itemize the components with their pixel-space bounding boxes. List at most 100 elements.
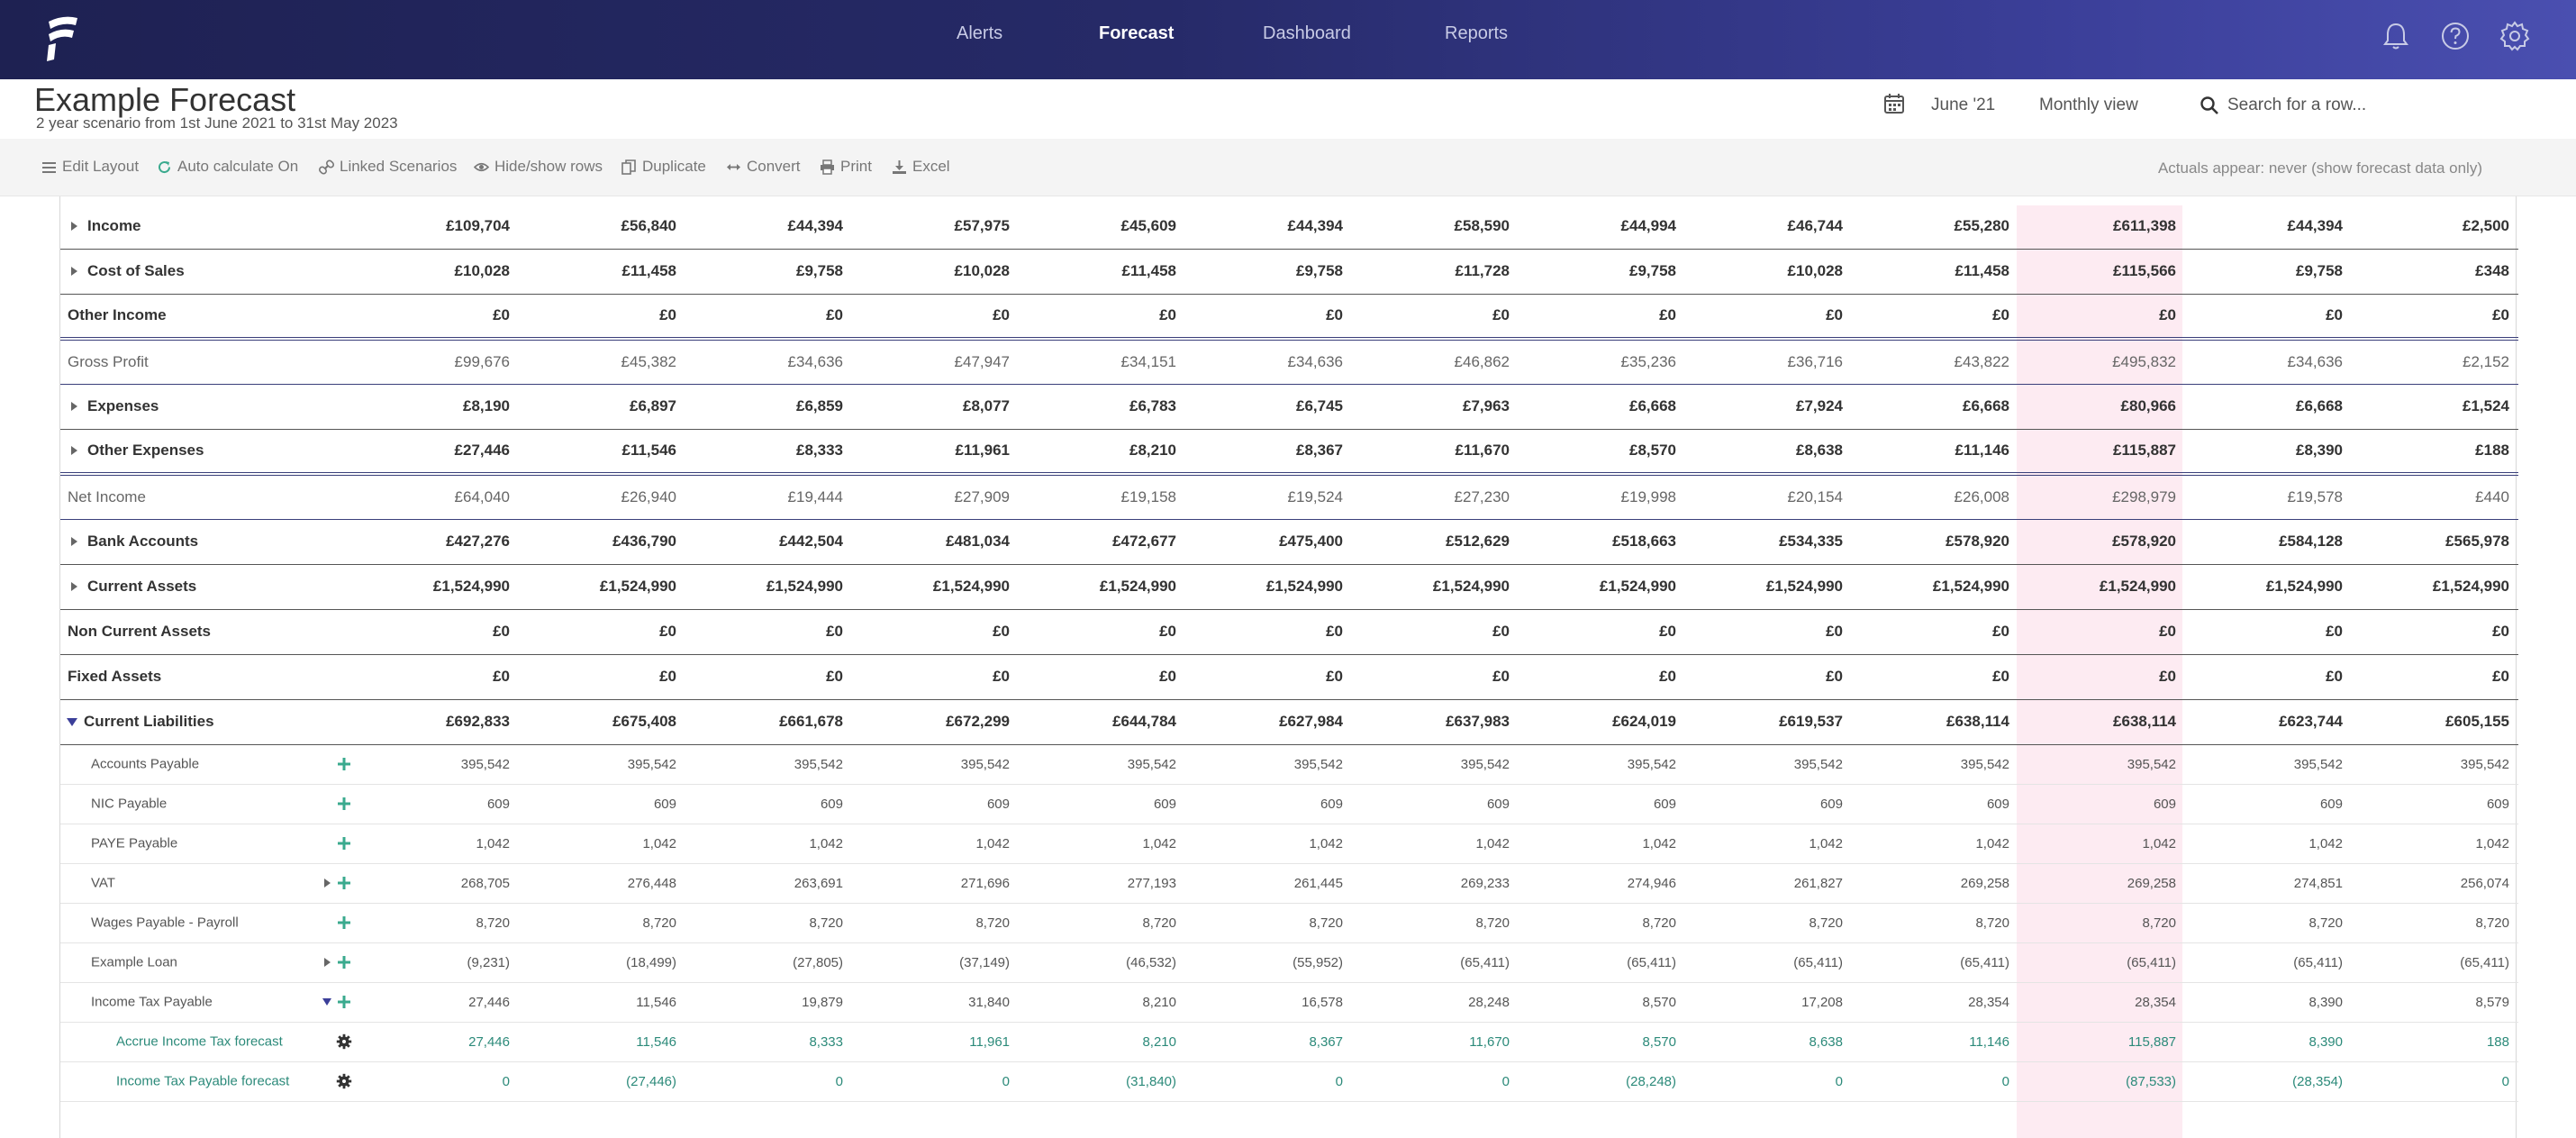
table-cell[interactable]: 8,333 — [685, 1022, 852, 1062]
table-cell[interactable]: £6,897 — [630, 397, 676, 414]
table-cell[interactable]: £472,677 — [1112, 533, 1176, 550]
table-cell[interactable]: £578,920 — [1946, 533, 2009, 550]
table-cell[interactable]: £0 — [1159, 306, 1176, 324]
table-cell[interactable]: £6,668 — [1629, 397, 1676, 414]
table-cell[interactable]: £8,570 — [1629, 442, 1676, 460]
table-cell[interactable]: £27,446 — [454, 442, 510, 460]
table-row[interactable]: Income £109,704 £56,840 £44,394 £57,975 £45,6… — [60, 204, 2518, 249]
table-cell[interactable]: (37,149) — [852, 942, 1019, 983]
table-cell[interactable]: (28,354) — [2185, 1061, 2352, 1102]
table-cell[interactable]: £10,028 — [454, 262, 510, 279]
table-cell[interactable]: 1,042 — [2352, 824, 2518, 864]
table-cell[interactable]: 8,720 — [2185, 903, 2352, 943]
table-cell[interactable]: £8,190 — [463, 397, 510, 414]
table-cell[interactable]: £19,578 — [2185, 474, 2352, 520]
table-cell[interactable]: 269,258 — [2018, 863, 2185, 904]
table-row[interactable]: Expenses £8,190 £6,897 £6,859 £8,077 £6,783 £6… — [60, 384, 2518, 429]
table-cell[interactable]: 609 — [1852, 784, 2018, 824]
add-row-icon[interactable] — [336, 756, 352, 772]
table-cell[interactable]: £0 — [2492, 623, 2509, 640]
table-cell[interactable]: £578,920 — [2112, 533, 2176, 550]
table-cell[interactable]: 28,248 — [1352, 982, 1519, 1023]
table-cell[interactable]: £0 — [1326, 306, 1343, 324]
table-cell[interactable]: £0 — [1659, 668, 1676, 685]
table-cell[interactable]: £427,276 — [446, 533, 510, 550]
table-cell[interactable]: (31,840) — [1019, 1061, 1185, 1102]
table-row[interactable]: Gross Profit £99,676 £45,382 £34,636 £47,947… — [60, 339, 2518, 385]
table-cell[interactable]: £481,034 — [946, 533, 1010, 550]
table-cell[interactable]: £19,444 — [685, 474, 852, 520]
table-cell[interactable]: 8,720 — [1352, 903, 1519, 943]
table-cell[interactable]: (87,533) — [2018, 1061, 2185, 1102]
table-row[interactable]: Bank Accounts £427,276 £436,790 £442,504 £48… — [60, 519, 2518, 564]
table-cell[interactable]: 395,542 — [352, 744, 519, 785]
table-cell[interactable]: 8,720 — [685, 903, 852, 943]
table-cell[interactable]: £0 — [1826, 668, 1843, 685]
table-cell[interactable]: 0 — [1852, 1061, 2018, 1102]
table-cell[interactable]: 8,638 — [1685, 1022, 1852, 1062]
nav-dashboard[interactable]: Dashboard — [1263, 23, 1351, 43]
view-selector[interactable]: Monthly view — [2039, 96, 2138, 114]
table-cell[interactable]: £1,524,990 — [1265, 578, 1343, 595]
table-cell[interactable]: 269,258 — [1852, 863, 2018, 904]
table-cell[interactable]: £1,524,990 — [1932, 578, 2009, 595]
table-cell[interactable]: 609 — [852, 784, 1019, 824]
table-cell[interactable]: £637,983 — [1446, 713, 1510, 730]
table-row[interactable]: Net Income £64,040 £26,940 £19,444 £27,909 £1… — [60, 474, 2518, 520]
table-cell[interactable]: £34,636 — [2185, 339, 2352, 385]
table-cell[interactable]: 8,390 — [2185, 1022, 2352, 1062]
table-row[interactable]: Accounts Payable 395,542 395,542 395,542 395… — [60, 744, 2518, 785]
table-cell[interactable]: £475,400 — [1279, 533, 1343, 550]
table-cell[interactable]: £442,504 — [779, 533, 843, 550]
table-cell[interactable]: £0 — [1492, 623, 1510, 640]
table-cell[interactable]: £7,924 — [1796, 397, 1843, 414]
table-cell[interactable]: £1,524,990 — [2432, 578, 2509, 595]
table-cell[interactable]: £0 — [493, 623, 510, 640]
table-cell[interactable]: £348 — [2475, 262, 2509, 279]
table-cell[interactable]: 609 — [1685, 784, 1852, 824]
table-cell[interactable]: £45,609 — [1120, 216, 1176, 234]
table-cell[interactable]: 27,446 — [352, 1022, 519, 1062]
table-cell[interactable]: £19,524 — [1185, 474, 1352, 520]
table-cell[interactable]: (28,248) — [1519, 1061, 1685, 1102]
table-cell[interactable]: 19,879 — [685, 982, 852, 1023]
table-cell[interactable]: 609 — [2018, 784, 2185, 824]
table-cell[interactable]: £623,744 — [2279, 713, 2343, 730]
table-cell[interactable]: £0 — [1159, 623, 1176, 640]
table-cell[interactable]: 609 — [1185, 784, 1352, 824]
table-cell[interactable]: £36,716 — [1685, 339, 1852, 385]
table-cell[interactable]: £27,909 — [852, 474, 1019, 520]
table-cell[interactable]: (65,411) — [2185, 942, 2352, 983]
add-row-icon[interactable] — [336, 915, 352, 931]
table-cell[interactable]: £672,299 — [946, 713, 1010, 730]
table-cell[interactable]: £11,728 — [1455, 262, 1510, 279]
table-cell[interactable]: 11,546 — [519, 982, 685, 1023]
table-cell[interactable]: 609 — [1519, 784, 1685, 824]
table-cell[interactable]: 261,445 — [1185, 863, 1352, 904]
table-cell[interactable]: £188 — [2475, 442, 2509, 460]
table-cell[interactable]: 11,670 — [1352, 1022, 1519, 1062]
table-cell[interactable]: 1,042 — [1685, 824, 1852, 864]
table-cell[interactable]: 1,042 — [2185, 824, 2352, 864]
table-cell[interactable]: (65,411) — [2352, 942, 2518, 983]
table-cell[interactable]: £6,859 — [796, 397, 843, 414]
table-cell[interactable]: £534,335 — [1779, 533, 1843, 550]
table-cell[interactable]: 8,390 — [2185, 982, 2352, 1023]
table-cell[interactable]: 263,691 — [685, 863, 852, 904]
table-cell[interactable]: £638,114 — [1946, 713, 2009, 730]
table-cell[interactable]: £627,984 — [1279, 713, 1343, 730]
table-cell[interactable]: £0 — [2326, 306, 2343, 324]
nav-reports[interactable]: Reports — [1445, 23, 1509, 43]
table-cell[interactable]: £518,663 — [1612, 533, 1676, 550]
table-cell[interactable]: £35,236 — [1519, 339, 1685, 385]
expand-caret-icon[interactable] — [322, 957, 332, 968]
table-cell[interactable]: 8,720 — [1019, 903, 1185, 943]
table-cell[interactable]: £0 — [1992, 668, 2009, 685]
table-row[interactable]: Current Assets £1,524,990 £1,524,990 £1,524… — [60, 564, 2518, 609]
table-cell[interactable]: £11,961 — [955, 442, 1010, 460]
table-cell[interactable]: £34,636 — [685, 339, 852, 385]
table-cell[interactable]: £0 — [2326, 668, 2343, 685]
table-cell[interactable]: (65,411) — [2018, 942, 2185, 983]
print-button[interactable]: Print — [820, 158, 872, 176]
table-cell[interactable]: 28,354 — [1852, 982, 2018, 1023]
